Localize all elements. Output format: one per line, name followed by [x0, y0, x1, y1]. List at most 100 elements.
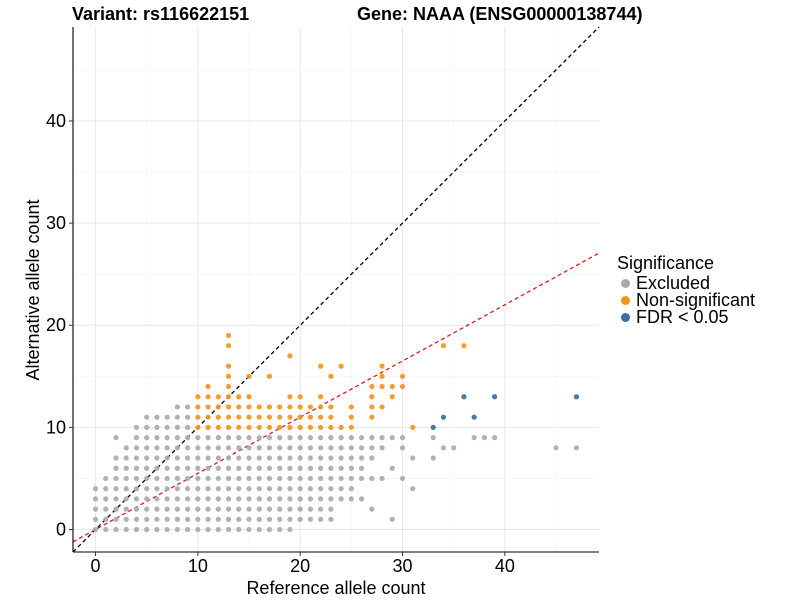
point-excluded [379, 475, 385, 482]
point-excluded [328, 486, 334, 492]
point-excluded [318, 506, 324, 512]
point-excluded [225, 496, 232, 502]
point-excluded [133, 486, 140, 492]
point-excluded [144, 475, 150, 482]
point-non-significant [297, 404, 303, 410]
point-excluded [103, 475, 109, 482]
point-excluded [164, 496, 170, 502]
point-non-significant [297, 424, 303, 430]
point-excluded [123, 465, 129, 471]
point-excluded [277, 526, 283, 533]
point-excluded [154, 486, 160, 492]
point-excluded [287, 506, 293, 512]
point-non-significant [287, 404, 293, 410]
point-excluded [185, 526, 191, 533]
point-non-significant [266, 404, 273, 410]
point-non-significant [225, 404, 232, 410]
point-non-significant [205, 424, 211, 430]
point-non-significant [318, 363, 324, 369]
point-non-significant [440, 343, 447, 349]
point-excluded [256, 486, 262, 492]
point-excluded [297, 455, 303, 461]
point-excluded [236, 496, 242, 502]
point-non-significant [205, 394, 211, 400]
point-excluded [205, 526, 211, 533]
point-non-significant [225, 394, 232, 400]
point-excluded [266, 435, 273, 441]
point-excluded [174, 424, 180, 430]
point-excluded [215, 435, 221, 441]
point-excluded [338, 465, 344, 471]
point-excluded [451, 445, 457, 451]
point-excluded [307, 435, 314, 441]
point-excluded [266, 455, 273, 461]
point-excluded [133, 445, 140, 451]
point-excluded [348, 445, 354, 451]
point-excluded [297, 435, 303, 441]
data-points [92, 332, 580, 533]
point-non-significant [318, 394, 324, 400]
point-non-significant [369, 414, 375, 420]
point-excluded [205, 516, 211, 522]
point-non-significant [266, 414, 273, 420]
point-excluded [133, 435, 140, 441]
point-excluded [287, 496, 293, 502]
point-excluded [205, 506, 211, 512]
point-non-significant [225, 373, 232, 379]
point-non-significant [338, 363, 344, 369]
point-excluded [379, 445, 385, 451]
point-excluded [103, 506, 109, 512]
point-non-significant [277, 404, 283, 410]
point-excluded [215, 496, 221, 502]
point-excluded [133, 496, 140, 502]
point-non-significant [236, 414, 242, 420]
legend: Significance Excluded Non-significant FD… [617, 253, 755, 327]
point-excluded [358, 496, 365, 502]
point-non-significant [205, 383, 211, 390]
point-excluded [553, 445, 559, 451]
point-excluded [236, 516, 242, 522]
point-excluded [266, 516, 273, 522]
point-excluded [358, 435, 365, 441]
point-excluded [256, 465, 262, 471]
point-excluded [369, 506, 375, 512]
point-excluded [492, 435, 498, 441]
point-non-significant [246, 394, 252, 400]
point-excluded [195, 455, 201, 461]
point-excluded [164, 424, 170, 430]
point-excluded [92, 486, 99, 492]
y-tick-label: 40 [46, 111, 66, 131]
point-excluded [297, 475, 303, 482]
point-excluded [225, 445, 232, 451]
point-excluded [92, 516, 99, 522]
point-excluded [185, 435, 191, 441]
point-excluded [481, 435, 487, 441]
point-excluded [174, 506, 180, 512]
point-excluded [185, 404, 191, 410]
point-excluded [307, 465, 314, 471]
point-non-significant [256, 424, 262, 430]
point-non-significant [399, 373, 406, 379]
point-excluded [205, 496, 211, 502]
point-excluded [195, 496, 201, 502]
point-non-significant [338, 424, 344, 430]
point-excluded [154, 496, 160, 502]
point-excluded [328, 516, 334, 522]
point-excluded [348, 435, 354, 441]
point-excluded [318, 445, 324, 451]
point-excluded [297, 496, 303, 502]
point-excluded [287, 486, 293, 492]
grid-lines [73, 27, 599, 552]
point-excluded [215, 465, 221, 471]
point-excluded [133, 516, 140, 522]
point-excluded [471, 435, 477, 441]
point-excluded [123, 526, 129, 533]
point-non-significant [195, 414, 201, 420]
point-excluded [318, 516, 324, 522]
point-excluded [113, 496, 119, 502]
legend-item-fdr: FDR < 0.05 [617, 307, 755, 327]
point-excluded [215, 526, 221, 533]
x-tick-label: 30 [393, 556, 413, 576]
point-non-significant [225, 363, 232, 369]
point-excluded [113, 506, 119, 512]
